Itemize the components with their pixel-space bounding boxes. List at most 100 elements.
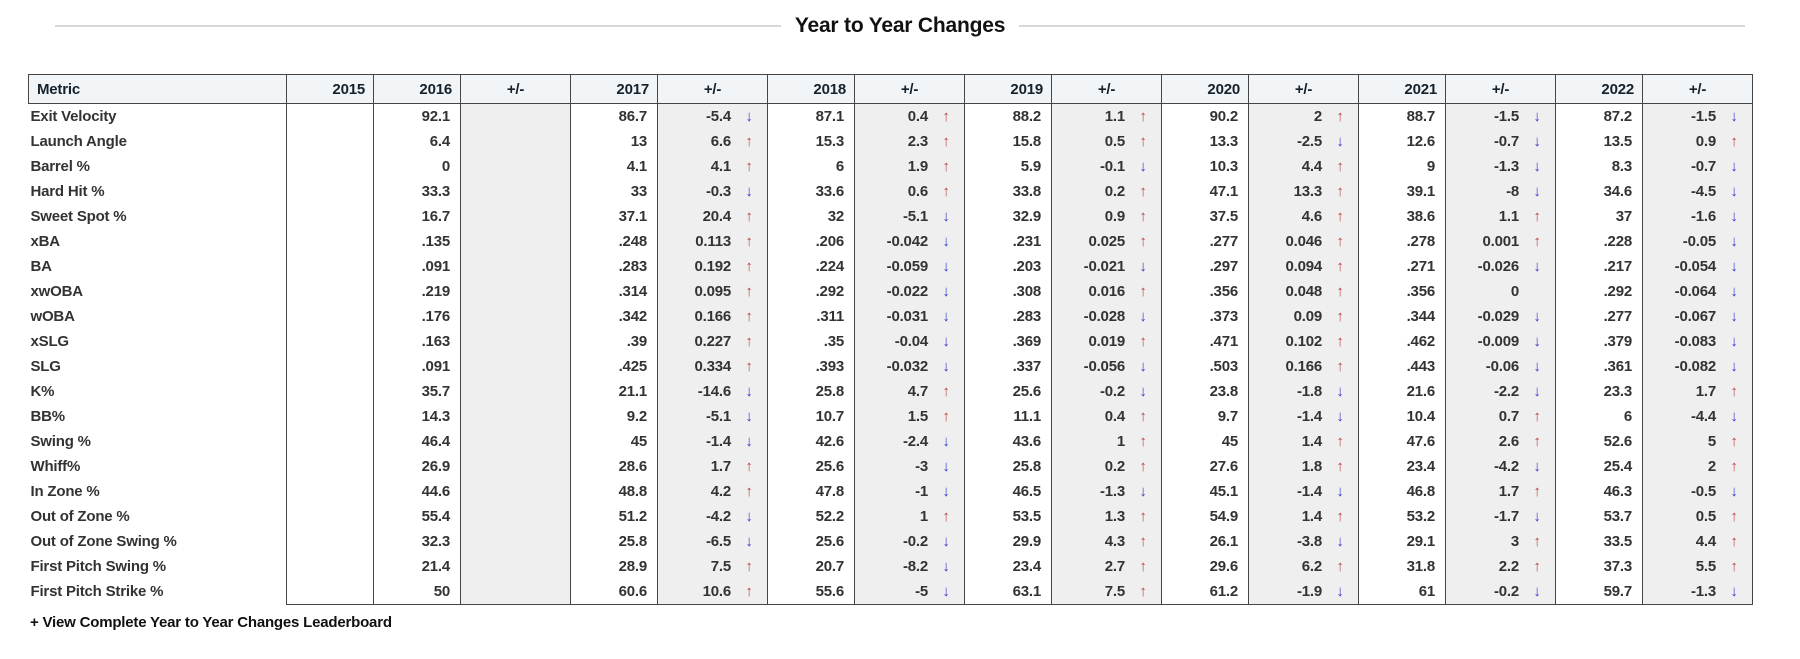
value-2022: .379	[1555, 329, 1643, 354]
up-arrow-icon: ↑	[1139, 533, 1147, 550]
value-2015	[286, 354, 374, 379]
change-2022: -0.054 ↓	[1642, 254, 1753, 279]
value-2015	[286, 103, 374, 129]
value-2016: .135	[373, 229, 461, 254]
change-2017: 7.5 ↑	[657, 554, 768, 579]
value-2015	[286, 304, 374, 329]
up-arrow-icon: ↑	[745, 258, 753, 275]
change-value: -5.1	[902, 208, 928, 225]
change-value: 7.5	[710, 558, 731, 575]
up-arrow-icon: ↑	[1336, 108, 1344, 125]
down-arrow-icon: ↓	[1533, 108, 1541, 125]
metric-name: First Pitch Swing %	[30, 558, 167, 575]
value-2021: .271	[1358, 254, 1446, 279]
change-2020: 13.3 ↑	[1248, 179, 1359, 204]
value-2017: 60.6	[570, 579, 658, 605]
change-2022: 1.7 ↑	[1642, 379, 1753, 404]
change-value: 0.2	[1104, 458, 1125, 475]
down-arrow-icon: ↓	[1730, 183, 1738, 200]
value-2020: 37.5	[1161, 204, 1249, 229]
value-2018: .35	[767, 329, 855, 354]
change-2022: -1.6 ↓	[1642, 204, 1753, 229]
table-row: BA .091 .283 0.192 ↑ .224 -0.059 ↓ .203 -0.021 ↓ .2…	[29, 254, 1753, 279]
change-2020: -2.5 ↓	[1248, 129, 1359, 154]
value-2016: .163	[373, 329, 461, 354]
change-2016	[460, 129, 571, 154]
value-2022: 6	[1555, 404, 1643, 429]
down-arrow-icon: ↓	[1139, 308, 1147, 325]
change-2016	[460, 554, 571, 579]
change-2021: 3 ↑	[1445, 529, 1556, 554]
value-2017: 28.9	[570, 554, 658, 579]
view-leaderboard-link[interactable]: + View Complete Year to Year Changes Lea…	[30, 614, 392, 631]
down-arrow-icon: ↓	[745, 508, 753, 525]
change-value: -0.028	[1083, 308, 1126, 325]
up-arrow-icon: ↑	[1139, 508, 1147, 525]
metric-name: SLG	[30, 358, 61, 375]
up-arrow-icon: ↑	[1336, 283, 1344, 300]
change-value: -0.5	[1690, 483, 1716, 500]
change-value: 0.048	[1285, 283, 1322, 300]
change-value: 0.046	[1285, 233, 1322, 250]
value-2016: 26.9	[373, 454, 461, 479]
change-2016	[460, 379, 571, 404]
value-2015	[286, 579, 374, 605]
change-2016	[460, 103, 571, 129]
change-2020: 1.4 ↑	[1248, 504, 1359, 529]
change-value: -8.2	[902, 558, 928, 575]
value-2015	[286, 279, 374, 304]
value-2021: 47.6	[1358, 429, 1446, 454]
value-2016: .091	[373, 354, 461, 379]
col-header-change-2018: +/-	[854, 74, 965, 104]
value-2020: .297	[1161, 254, 1249, 279]
change-2016	[460, 229, 571, 254]
change-2019: -1.3 ↓	[1051, 479, 1162, 504]
value-2017: 51.2	[570, 504, 658, 529]
up-arrow-icon: ↑	[1336, 233, 1344, 250]
change-2021: -1.3 ↓	[1445, 154, 1556, 179]
value-2020: 45	[1161, 429, 1249, 454]
change-2022: 5 ↑	[1642, 429, 1753, 454]
change-value: -0.7	[1690, 158, 1716, 175]
change-value: 0.7	[1498, 408, 1519, 425]
value-2021: 88.7	[1358, 103, 1446, 129]
value-2018: 15.3	[767, 129, 855, 154]
value-2018: 32	[767, 204, 855, 229]
up-arrow-icon: ↑	[1336, 258, 1344, 275]
metric-name: Out of Zone %	[30, 508, 130, 525]
change-value: -2.5	[1296, 133, 1322, 150]
up-arrow-icon: ↑	[745, 283, 753, 300]
change-2021: -0.009 ↓	[1445, 329, 1556, 354]
col-header-change-2020: +/-	[1248, 74, 1359, 104]
value-2019: 32.9	[964, 204, 1052, 229]
table-row: Hard Hit % 33.3 33 -0.3 ↓ 33.6 0.6 ↑ 33.8 0.2 ↑ 47.…	[29, 179, 1753, 204]
table-row: Sweet Spot % 16.7 37.1 20.4 ↑ 32 -5.1 ↓ 32.9 0.9 ↑…	[29, 204, 1753, 229]
value-2019: .369	[964, 329, 1052, 354]
change-value: 1.4	[1301, 433, 1322, 450]
change-2016	[460, 304, 571, 329]
table-header-row: Metric 2015 2016 +/- 2017 +/- 2018 +/- 2019 +/- 20…	[28, 74, 1753, 104]
value-2016: 0	[373, 154, 461, 179]
metric-name: BA	[30, 258, 52, 275]
value-2021: 46.8	[1358, 479, 1446, 504]
value-2017: 86.7	[570, 103, 658, 129]
change-value: 4.2	[710, 483, 731, 500]
table-row: xwOBA .219 .314 0.095 ↑ .292 -0.022 ↓ .308 0.016 ↑…	[29, 279, 1753, 304]
metric-name: Out of Zone Swing %	[30, 533, 177, 550]
value-2017: 28.6	[570, 454, 658, 479]
change-value: -5.1	[705, 408, 731, 425]
up-arrow-icon: ↑	[942, 133, 950, 150]
change-2022: -1.5 ↓	[1642, 103, 1753, 129]
value-2020: .356	[1161, 279, 1249, 304]
value-2015	[286, 454, 374, 479]
value-2019: 11.1	[964, 404, 1052, 429]
change-2021: -0.7 ↓	[1445, 129, 1556, 154]
up-arrow-icon: ↑	[1730, 558, 1738, 575]
value-2015	[286, 179, 374, 204]
change-value: 0.166	[694, 308, 731, 325]
up-arrow-icon: ↑	[745, 158, 753, 175]
down-arrow-icon: ↓	[745, 433, 753, 450]
change-2018: 4.7 ↑	[854, 379, 965, 404]
change-value: -1.8	[1296, 383, 1322, 400]
change-2018: -5.1 ↓	[854, 204, 965, 229]
